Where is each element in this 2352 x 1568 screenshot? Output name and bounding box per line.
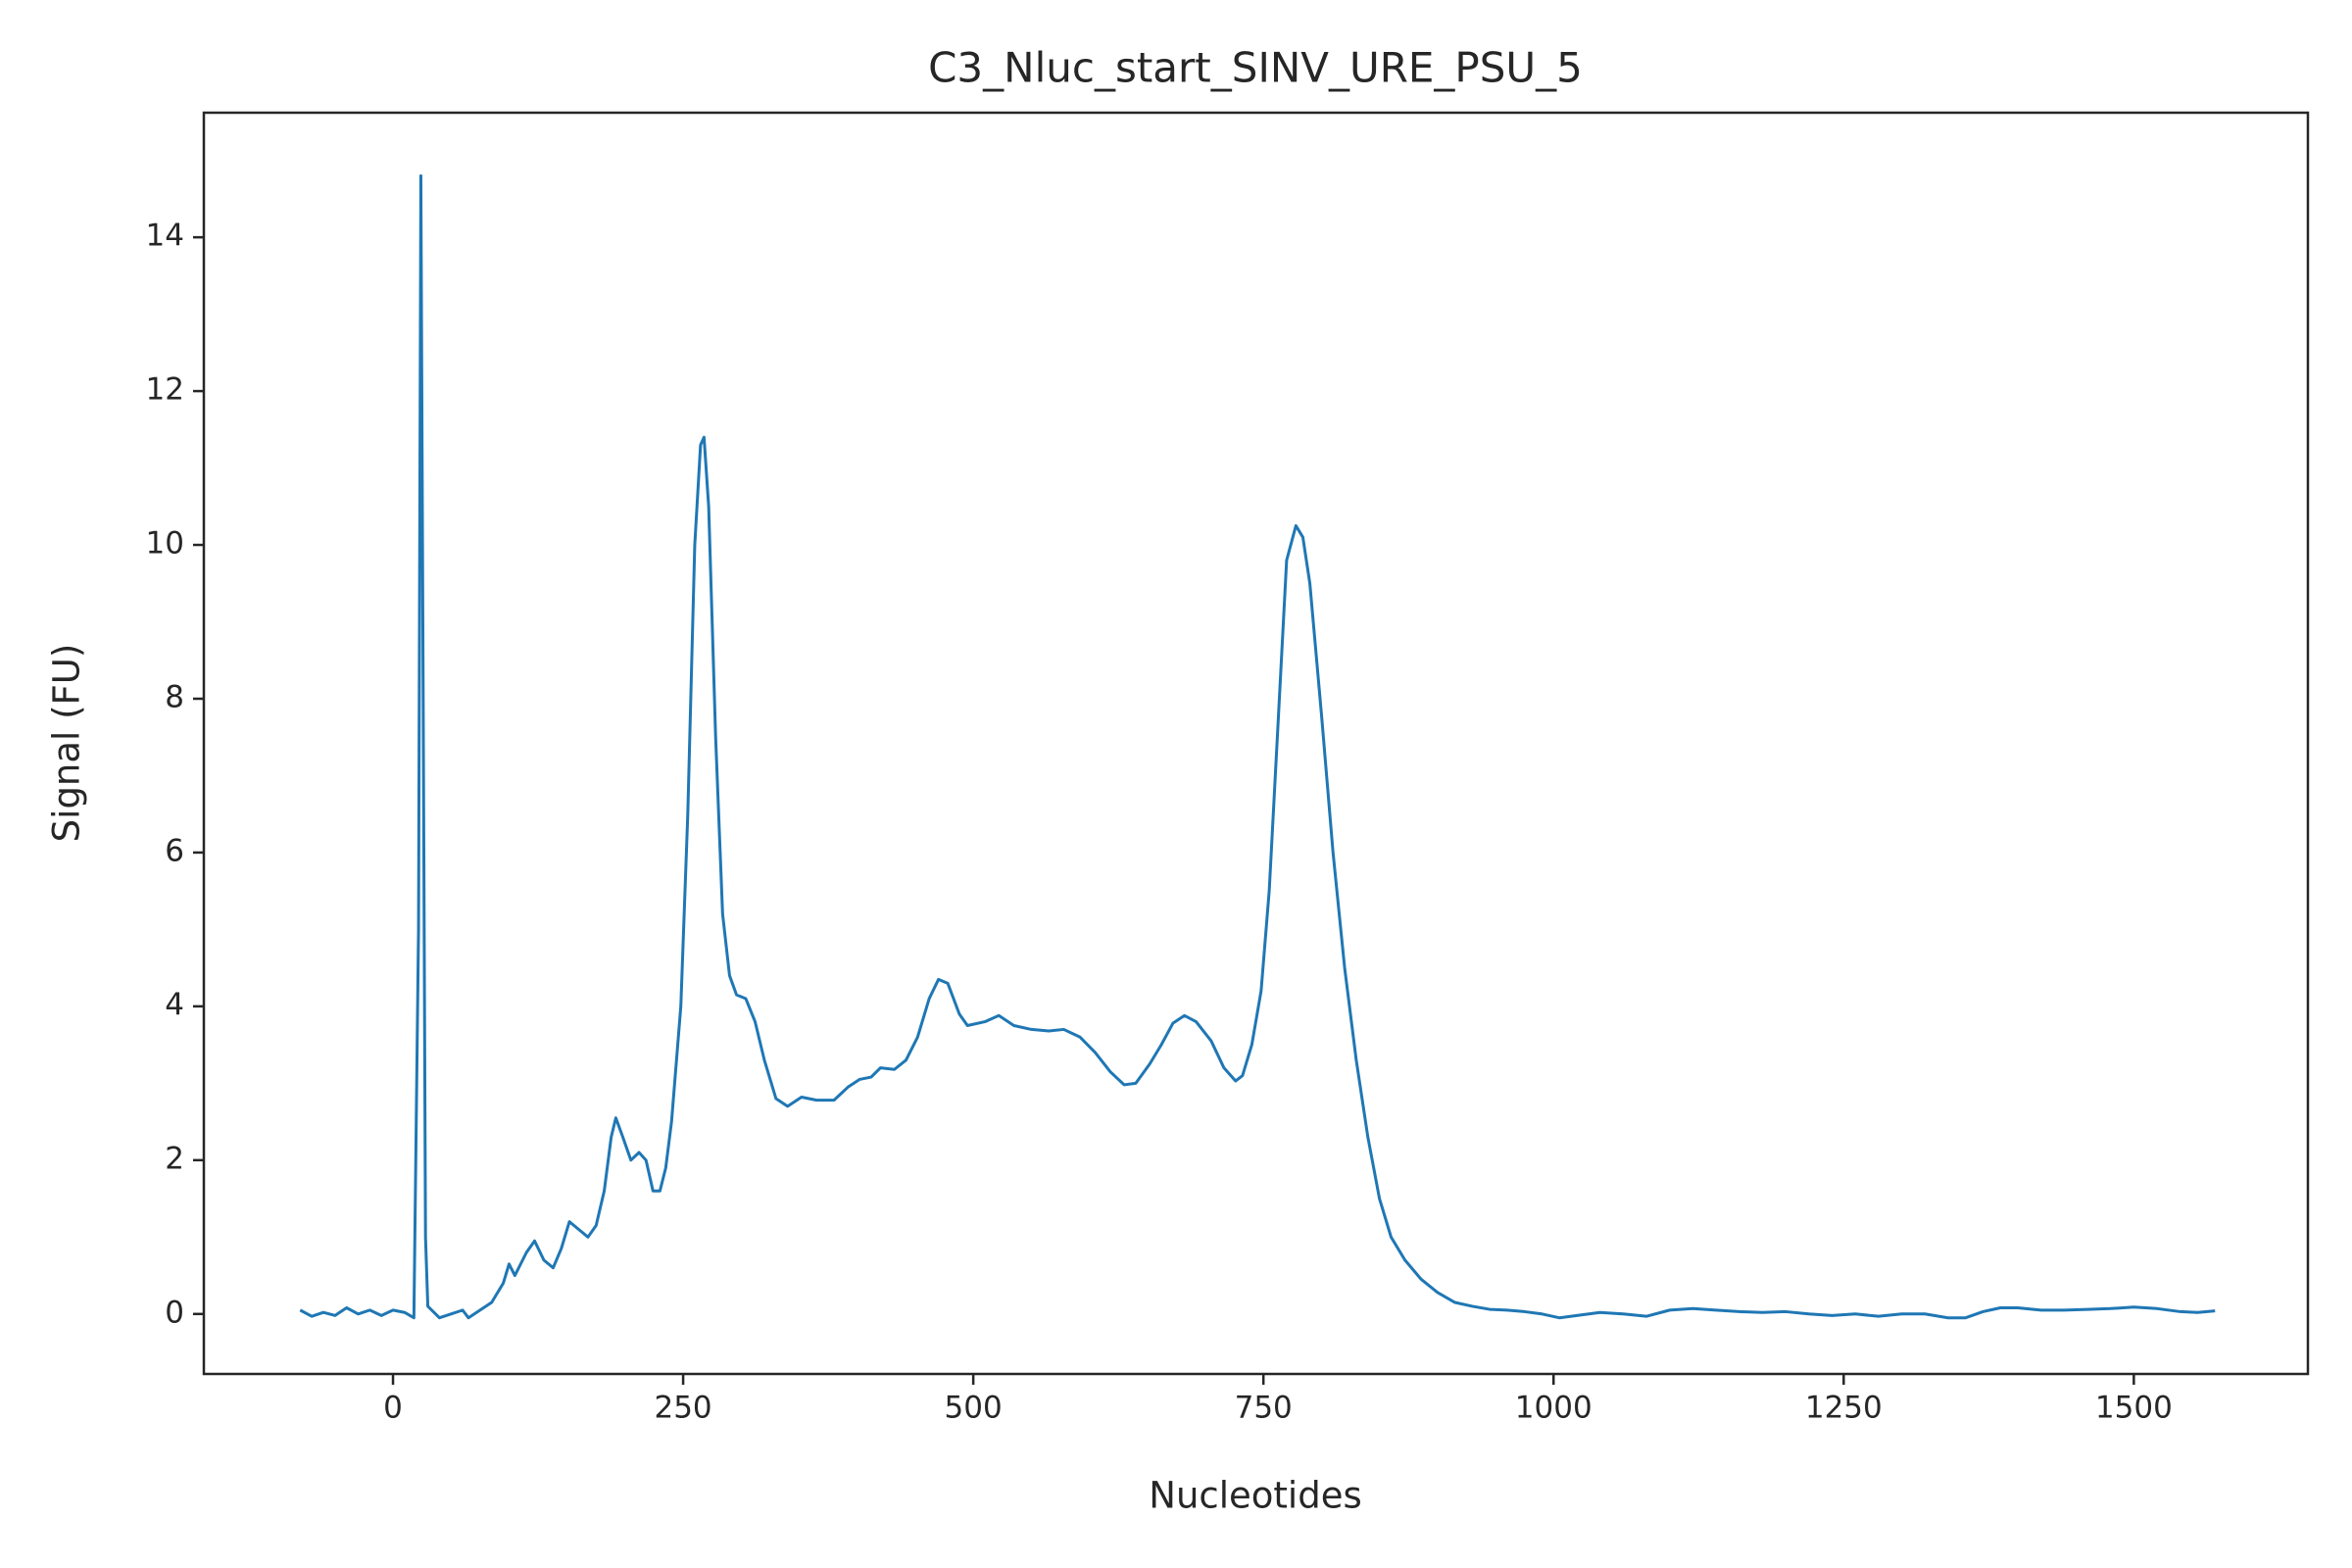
plot-frame	[202, 111, 2310, 1376]
y-tick-label: 2	[165, 1141, 184, 1176]
signal-line	[299, 173, 2216, 1320]
y-tick-label: 10	[146, 526, 184, 562]
x-tick-label: 750	[1235, 1391, 1293, 1426]
x-tick-label: 0	[383, 1391, 403, 1426]
x-axis-label: Nucleotides	[1149, 1475, 1361, 1517]
y-axis-label: Signal (FU)	[46, 644, 88, 843]
y-tick-label: 14	[146, 219, 184, 254]
x-tick-label: 1500	[2095, 1391, 2173, 1426]
x-tick-label: 500	[945, 1391, 1003, 1426]
chart-title: C3_Nluc_start_SINV_URE_PSU_5	[928, 44, 1583, 92]
y-tick-label: 4	[165, 987, 184, 1022]
y-tick-label: 12	[146, 372, 184, 408]
y-tick-label: 8	[165, 679, 184, 714]
y-tick-label: 0	[165, 1295, 184, 1330]
x-tick-label: 1250	[1805, 1391, 1883, 1426]
x-tick-label: 1000	[1515, 1391, 1592, 1426]
y-tick-label: 6	[165, 833, 184, 868]
x-tick-label: 250	[654, 1391, 711, 1426]
